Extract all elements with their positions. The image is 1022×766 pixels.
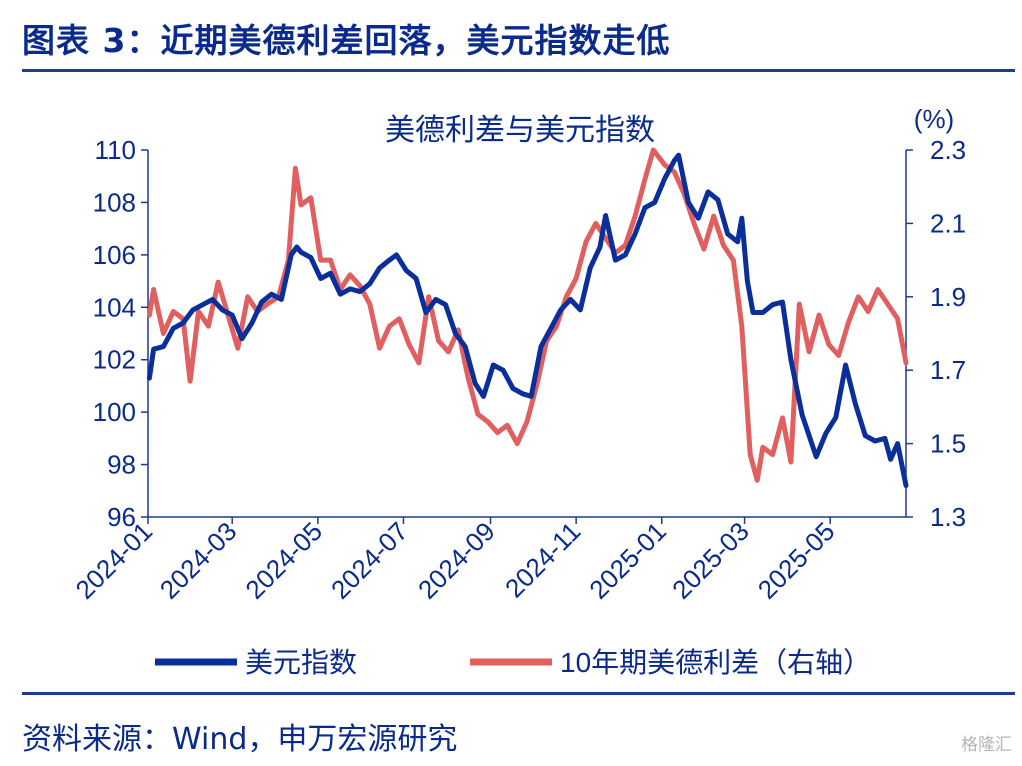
figure-title: 图表 3：近期美德利差回落，美元指数走低: [22, 21, 671, 60]
axes: 96 98 100 102 104 106 108 110 1.3 1.5 1.7 1.9 2.1 2.3…: [70, 135, 967, 605]
left-tick-label: 110: [95, 135, 136, 165]
x-tick-label: 2025-03: [666, 516, 755, 605]
right-tick-label: 1.9: [930, 282, 966, 312]
watermark-logo: 格隆汇: [961, 735, 1012, 755]
left-tick-label: 96: [107, 502, 136, 532]
series-layer: [146, 147, 909, 488]
legend: 美元指数 10年期美德利差（右轴）: [155, 647, 871, 678]
left-tick-label: 98: [107, 450, 136, 480]
x-tick-label: 2024-09: [412, 516, 501, 605]
x-tick-label: 2024-07: [325, 516, 414, 605]
right-tick-label: 1.3: [930, 502, 966, 532]
bottom-rule: [22, 692, 1015, 695]
left-tick-label: 102: [93, 345, 136, 375]
x-tick-label: 2025-01: [583, 516, 672, 605]
left-tick-label: 104: [93, 292, 136, 322]
x-tick-label: 2024-11: [499, 516, 586, 603]
legend-label-dxy: 美元指数: [245, 647, 357, 678]
x-tick-label: 2025-05: [752, 516, 841, 605]
chart: 美德利差与美元指数 (%) 96 98 100 102 104 106 108 110 1.3 1…: [70, 104, 967, 678]
source-note: 资料来源：Wind，申万宏源研究: [22, 722, 458, 757]
right-tick-label: 2.3: [930, 135, 966, 165]
series-line-dxy: [146, 152, 909, 488]
chart-title: 美德利差与美元指数: [385, 114, 655, 147]
left-tick-label: 106: [93, 240, 136, 270]
left-tick-label: 100: [93, 397, 136, 427]
right-tick-label: 1.5: [930, 429, 966, 459]
right-axis-unit: (%): [914, 104, 954, 134]
legend-label-spread: 10年期美德利差（右轴）: [560, 647, 871, 678]
right-tick-label: 2.1: [930, 208, 966, 238]
top-rule: [22, 69, 1015, 72]
right-tick-label: 1.7: [930, 355, 966, 385]
left-tick-label: 108: [93, 187, 136, 217]
series-line-spread: [146, 147, 909, 483]
x-tick-label: 2024-05: [239, 516, 328, 605]
x-tick-label: 2024-03: [154, 516, 243, 605]
